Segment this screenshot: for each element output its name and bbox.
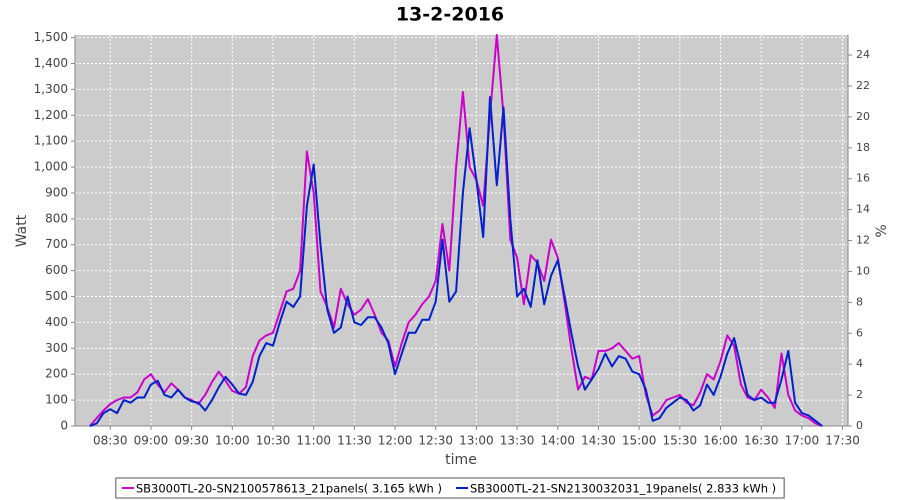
y2-tick-label: 6 [856,326,863,339]
y-tick-label: 300 [45,341,68,355]
chart-title: 13-2-2016 [396,4,504,26]
y2-tick-label: 8 [856,295,863,308]
x-tick-label: 12:30 [418,434,453,448]
y-tick-label: 500 [45,289,68,303]
y2-axis-title: % [874,224,890,237]
x-tick-label: 09:00 [134,434,169,448]
y2-tick-label: 0 [856,419,863,432]
y-tick-label: 1,500 [34,30,68,44]
y2-tick-label: 18 [856,141,870,154]
y2-tick-label: 4 [856,357,863,370]
y-tick-label: 700 [45,237,68,251]
y-tick-label: 400 [45,315,68,329]
series-line [89,96,823,427]
x-tick-label: 12:00 [378,434,413,448]
y-tick-label: 200 [45,367,68,381]
plot-area [75,35,848,426]
x-tick-label: 10:00 [215,434,250,448]
x-tick-label: 13:00 [459,434,494,448]
y-tick-label: 1,100 [34,134,68,148]
y-tick-label: 600 [45,263,68,277]
x-tick-label: 08:30 [93,434,128,448]
y2-tick-label: 20 [856,110,870,123]
x-tick-label: 15:00 [622,434,657,448]
x-tick-label: 15:30 [663,434,698,448]
y2-tick-label: 2 [856,388,863,401]
x-tick-label: 09:30 [174,434,209,448]
y2-tick-label: 22 [856,79,870,92]
x-tick-label: 13:30 [500,434,535,448]
y-tick-label: 1,200 [34,108,68,122]
y2-tick-label: 12 [856,234,870,247]
x-tick-label: 11:30 [337,434,372,448]
x-tick-label: 16:00 [703,434,738,448]
series-line [89,34,823,427]
y-axis-title: Watt [14,214,30,247]
x-tick-label: 17:00 [785,434,820,448]
x-tick-label: 11:00 [296,434,331,448]
legend-box [115,477,785,499]
legend: SB3000TL-20-SN2100578613_21panels( 3.165… [115,477,785,499]
x-tick-label: 16:30 [744,434,779,448]
y2-tick-label: 24 [856,48,870,61]
x-tick-label: 14:30 [581,434,616,448]
y-tick-label: 800 [45,211,68,225]
y2-tick-label: 10 [856,264,870,277]
y2-tick-label: 14 [856,203,870,216]
y-tick-label: 1,400 [34,56,68,70]
legend-label: SB3000TL-20-SN2100578613_21panels( 3.165… [136,482,442,496]
y2-tick-label: 16 [856,172,870,185]
y-tick-label: 1,300 [34,82,68,96]
y-tick-label: 1,000 [34,160,68,174]
x-tick-label: 10:30 [256,434,291,448]
x-axis-title: time [445,452,477,468]
x-tick-label: 14:00 [540,434,575,448]
legend-label: SB3000TL-21-SN2130032031_19panels( 2.833… [470,482,776,496]
y-tick-label: 900 [45,185,68,199]
x-tick-label: 17:30 [825,434,860,448]
y-tick-label: 0 [60,419,68,433]
y-tick-label: 100 [45,393,68,407]
